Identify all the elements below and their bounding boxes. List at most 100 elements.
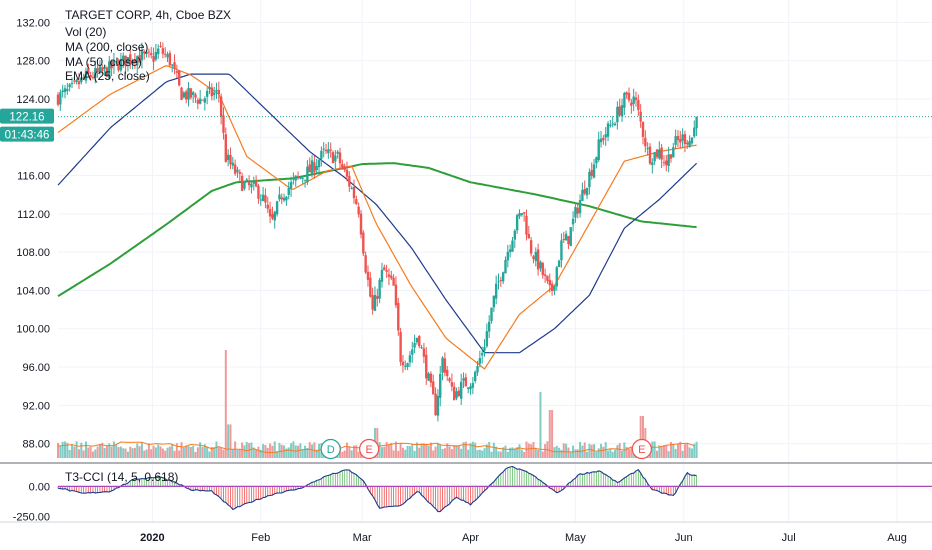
price-axis[interactable]: 132.00128.00124.00120.00116.00112.00108.…	[16, 17, 50, 450]
legend-item-ma200[interactable]: MA (200, close)	[65, 40, 148, 54]
candle-body	[157, 48, 160, 55]
volume-bar	[115, 444, 118, 458]
volume-bar	[343, 450, 346, 458]
volume-bar	[257, 446, 260, 458]
volume-bar	[639, 416, 642, 458]
volume-bar	[318, 443, 321, 458]
candle-body	[59, 92, 62, 105]
candle-body	[679, 139, 682, 143]
candle-body	[238, 171, 241, 174]
legend-item-ema25[interactable]: EMA (25, close)	[65, 69, 150, 83]
candle-body	[357, 206, 360, 215]
candle-body	[408, 355, 412, 363]
volume-bar	[311, 444, 314, 458]
volume-bar	[133, 447, 136, 458]
volume-bar	[231, 448, 234, 458]
volume-bar	[621, 450, 624, 458]
volume-bar	[227, 424, 230, 458]
oscillator-label[interactable]: T3-CCI (14, 5, 0.618)	[65, 470, 178, 484]
candle-body	[369, 277, 372, 297]
volume-bar	[497, 451, 500, 458]
candle-body	[665, 160, 668, 166]
time-tick-label: Apr	[462, 532, 479, 544]
candle-body	[432, 381, 435, 395]
volume-bar	[352, 445, 355, 458]
candle-body	[226, 154, 230, 161]
volume-bar	[548, 410, 551, 458]
candle-body	[205, 90, 209, 97]
candle-body	[275, 201, 279, 215]
candle-body	[61, 90, 64, 93]
volume-bar	[495, 446, 498, 458]
candle-body	[683, 134, 687, 145]
candle-body	[418, 336, 421, 347]
volume-bar	[674, 449, 677, 458]
volume-bar	[77, 449, 80, 458]
volume-bar	[513, 448, 516, 458]
time-axis[interactable]: 2020 Feb Mar Apr May Jun Jul Aug	[140, 532, 907, 544]
candle-body	[219, 96, 223, 117]
candle-body	[550, 283, 554, 292]
volume-bar	[504, 445, 507, 458]
candle-body	[306, 166, 309, 183]
candle-body	[366, 271, 370, 280]
candle-body	[320, 150, 323, 159]
volume-bar	[401, 447, 404, 458]
volume-bar	[131, 448, 134, 458]
volume-bar	[140, 442, 143, 458]
candle-body	[268, 209, 272, 217]
volume-bar	[469, 443, 472, 458]
volume-bar	[199, 442, 202, 458]
volume-bar	[537, 449, 540, 458]
volume-bar	[525, 441, 528, 458]
legend-item-volume[interactable]: Vol (20)	[65, 25, 106, 39]
candle-body	[436, 395, 440, 416]
oscillator-pane	[57, 465, 932, 513]
volume-bar	[460, 448, 463, 458]
volume-bar	[478, 449, 481, 458]
candle-body	[567, 236, 570, 245]
volume-bar	[551, 410, 554, 458]
volume-bar	[539, 392, 542, 458]
candle-body	[261, 194, 265, 201]
candle-body	[508, 249, 512, 253]
event-marker-letter: D	[327, 444, 335, 456]
candle-body	[578, 200, 582, 214]
candle-body	[352, 187, 356, 199]
candle-body	[667, 154, 670, 166]
candle-body	[411, 349, 414, 355]
candle-body	[254, 180, 258, 187]
candle-body	[534, 251, 537, 261]
candle-body	[588, 171, 591, 188]
candle-body	[676, 135, 680, 141]
event-marker-circle	[320, 438, 341, 460]
ma200-line	[57, 162, 697, 298]
candle-body	[453, 386, 456, 401]
volume-bar	[238, 449, 241, 458]
volume-bar	[660, 445, 663, 458]
volume-bar	[667, 451, 670, 458]
candle-body	[210, 87, 214, 97]
price-tick-label: 112.00	[17, 209, 50, 221]
volume-bar	[301, 449, 304, 458]
candle-body	[527, 234, 530, 239]
candle-body	[126, 57, 130, 64]
candle-body	[140, 51, 144, 61]
volume-bar	[383, 446, 386, 458]
candle-body	[152, 56, 155, 62]
candle-body	[322, 148, 325, 150]
volume-bar	[397, 450, 400, 458]
candle-body	[457, 390, 461, 397]
volume-bar	[483, 448, 486, 458]
time-tick-label: Aug	[887, 532, 907, 544]
candle-body	[371, 295, 374, 310]
legend-item-ma50[interactable]: MA (50, close)	[65, 55, 142, 69]
volume-bar	[215, 441, 218, 458]
volume-bar	[138, 446, 141, 458]
candle-body	[362, 232, 365, 254]
volume-bar	[672, 443, 675, 458]
chart-title[interactable]: TARGET CORP, 4h, Cboe BZX	[65, 8, 231, 22]
candle-body	[478, 358, 482, 364]
